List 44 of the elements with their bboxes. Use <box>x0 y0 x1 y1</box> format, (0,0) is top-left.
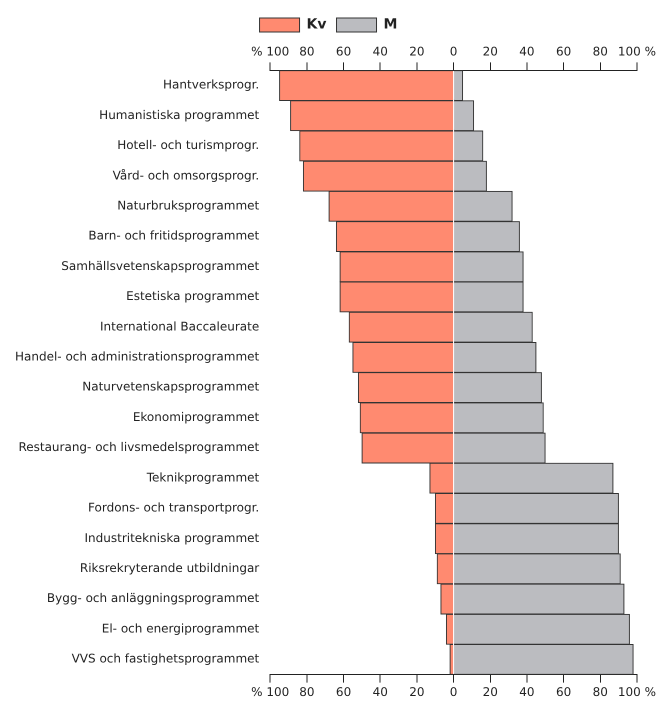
legend-label: M <box>384 16 398 33</box>
y-tick-label: Ekonomiprogrammet <box>132 410 260 424</box>
x-tick-label: 20 <box>482 684 498 699</box>
y-tick-label: Barn- och fritidsprogrammet <box>88 228 260 243</box>
y-tick-label: Restaurang- och livsmedelsprogrammet <box>18 440 260 454</box>
y-tick-label: International Baccaleurate <box>100 319 260 334</box>
x-tick-label: 100 % <box>618 684 656 699</box>
y-tick-label: Naturbruksprogrammet <box>117 198 260 212</box>
y-tick-label: Hantverksprogr. <box>163 78 260 92</box>
x2-tick-label: 20 <box>482 44 498 58</box>
x2-tick-label: 60 <box>556 44 572 58</box>
x2-tick-label: 40 <box>372 44 388 58</box>
y-tick-label: Samhällsvetenskapsprogrammet <box>61 258 260 273</box>
x2-tick-label: 80 <box>299 44 315 58</box>
x-tick-label: 40 <box>372 684 388 699</box>
x-tick-label: 60 <box>336 684 352 699</box>
x2-tick-label: 80 <box>592 44 608 58</box>
x-tick-label: 20 <box>409 684 425 699</box>
y-tick-label: Handel- och administrationsprogrammet <box>14 350 260 364</box>
x-tick-label: 80 <box>299 684 315 699</box>
y-tick-label: Naturvetenskapsprogrammet <box>82 380 260 394</box>
y-tick-label: El- och energiprogrammet <box>102 621 260 636</box>
y-tick-label: Hotell- och turismprogr. <box>117 138 260 152</box>
y-tick-label: Estetiska programmet <box>126 289 260 304</box>
x2-tick-label: 100 % <box>618 44 656 58</box>
y-tick-label: Vård- och omsorgsprogr. <box>112 168 260 182</box>
legend-label: Kv <box>306 16 327 33</box>
y-tick-label: Humanistiska programmet <box>99 108 260 122</box>
x2-tick-label: 40 <box>519 44 535 58</box>
y-tick-label: Riksrekryterande utbildningar <box>80 560 260 575</box>
x-tick-label: % 100 <box>251 684 290 699</box>
y-tick-label: Bygg- och anläggningsprogrammet <box>46 591 260 606</box>
x-tick-label: 80 <box>592 684 608 699</box>
x2-tick-label: 0 <box>450 44 458 58</box>
x-tick-label: 60 <box>556 684 572 699</box>
y-tick-label: Teknikprogrammet <box>146 470 260 484</box>
x2-tick-label: 60 <box>336 44 352 58</box>
y-tick-label: Industritekniska programmet <box>84 530 260 545</box>
x-tick-label: 0 <box>450 684 458 699</box>
x2-tick-label: % 100 <box>251 44 290 58</box>
y-tick-label: VVS och fastighetsprogrammet <box>72 652 260 666</box>
y-tick-label: Fordons- och transportprogr. <box>88 500 260 515</box>
x-tick-label: 40 <box>519 684 535 699</box>
x2-tick-label: 20 <box>409 44 425 58</box>
